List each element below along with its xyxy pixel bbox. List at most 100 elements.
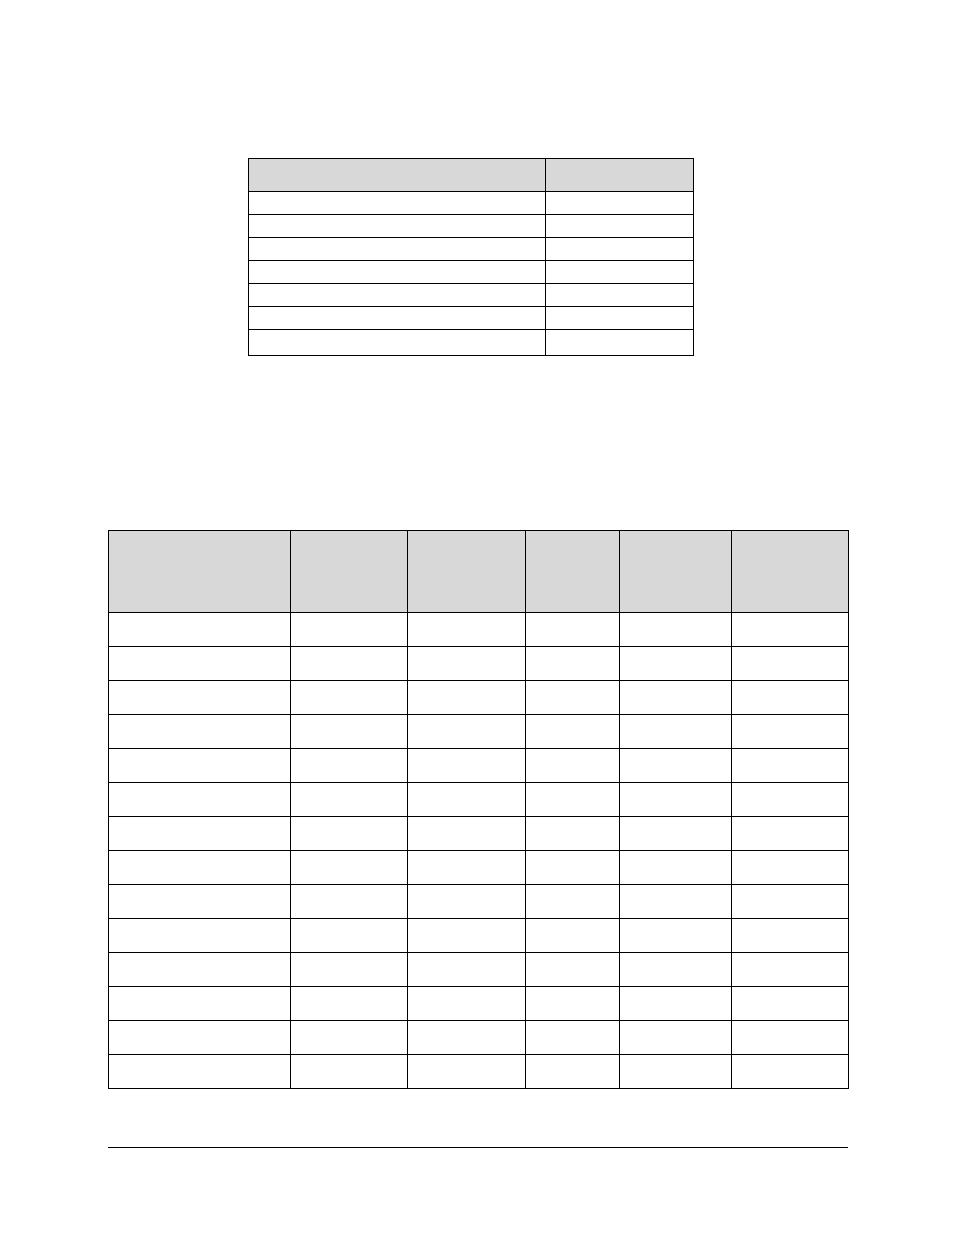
- table-2-cell: [732, 885, 849, 919]
- table-2-row: [109, 613, 849, 647]
- table-2-cell: [620, 851, 732, 885]
- table-2-cell: [109, 681, 291, 715]
- table-2-cell: [291, 647, 408, 681]
- table-2-row: [109, 715, 849, 749]
- table-2-cell: [620, 1055, 732, 1089]
- table-2-cell: [291, 817, 408, 851]
- table-2-cell: [620, 613, 732, 647]
- table-2-cell: [291, 1055, 408, 1089]
- table-2-row: [109, 885, 849, 919]
- table-2: [108, 530, 849, 1089]
- table-2-cell: [408, 647, 526, 681]
- table-2-row: [109, 851, 849, 885]
- table-2-cell: [408, 749, 526, 783]
- table-2-cell: [408, 919, 526, 953]
- table-1-cell: [249, 192, 546, 215]
- table-2-cell: [732, 749, 849, 783]
- footer-rule: [108, 1147, 848, 1148]
- table-1-row: [249, 307, 694, 330]
- table-2-cell: [732, 851, 849, 885]
- table-2-cell: [526, 715, 620, 749]
- table-1-cell: [546, 284, 694, 307]
- table-2-cell: [526, 1055, 620, 1089]
- table-2-cell: [620, 749, 732, 783]
- table-2-cell: [732, 715, 849, 749]
- table-2-cell: [526, 817, 620, 851]
- table-2-cell: [620, 715, 732, 749]
- table-1-header-cell: [249, 159, 546, 192]
- table-1-cell: [249, 261, 546, 284]
- table-2-cell: [732, 647, 849, 681]
- table-2-cell: [291, 987, 408, 1021]
- table-1-cell: [249, 215, 546, 238]
- table-2-cell: [526, 1021, 620, 1055]
- table-2-cell: [620, 817, 732, 851]
- table-2-cell: [291, 919, 408, 953]
- table-1-row: [249, 238, 694, 261]
- table-2-cell: [109, 1055, 291, 1089]
- table-2-cell: [732, 613, 849, 647]
- table-2-cell: [408, 953, 526, 987]
- table-2-cell: [109, 613, 291, 647]
- table-2-header-cell: [732, 531, 849, 613]
- table-2-cell: [109, 715, 291, 749]
- table-2-cell: [620, 919, 732, 953]
- table-1-cell: [546, 261, 694, 284]
- table-1-cell: [249, 284, 546, 307]
- table-2-cell: [109, 919, 291, 953]
- table-2-cell: [408, 851, 526, 885]
- table-2-header-cell: [526, 531, 620, 613]
- table-1-cell: [546, 330, 694, 356]
- table-2-cell: [408, 783, 526, 817]
- table-2-cell: [526, 987, 620, 1021]
- table-1-cell: [546, 192, 694, 215]
- table-2-cell: [526, 783, 620, 817]
- table-2-cell: [620, 953, 732, 987]
- table-2-cell: [732, 681, 849, 715]
- table-2-cell: [408, 1055, 526, 1089]
- table-2-cell: [620, 681, 732, 715]
- table-2-cell: [109, 1021, 291, 1055]
- table-1-cell: [249, 330, 546, 356]
- table-2-row: [109, 681, 849, 715]
- table-1-row: [249, 261, 694, 284]
- table-2-cell: [620, 885, 732, 919]
- table-1-row: [249, 192, 694, 215]
- table-2-row: [109, 987, 849, 1021]
- table-2-cell: [620, 783, 732, 817]
- table-1-cell: [249, 307, 546, 330]
- table-2-header-cell: [109, 531, 291, 613]
- table-2-cell: [291, 715, 408, 749]
- table-2-cell: [291, 749, 408, 783]
- table-1-header-cell: [546, 159, 694, 192]
- table-2-cell: [291, 681, 408, 715]
- table-2-cell: [526, 953, 620, 987]
- table-2-row: [109, 817, 849, 851]
- table-2-header-cell: [408, 531, 526, 613]
- table-2-cell: [109, 987, 291, 1021]
- table-2-row: [109, 953, 849, 987]
- table-2-row: [109, 1021, 849, 1055]
- table-1-row: [249, 284, 694, 307]
- table-2-cell: [109, 885, 291, 919]
- table-2-cell: [291, 783, 408, 817]
- table-2-cell: [526, 613, 620, 647]
- table-2-cell: [408, 817, 526, 851]
- table-2-cell: [109, 783, 291, 817]
- table-2-cell: [109, 817, 291, 851]
- page: [0, 0, 954, 1235]
- table-1-cell: [546, 238, 694, 261]
- table-2-cell: [408, 1021, 526, 1055]
- table-1-cell: [546, 307, 694, 330]
- table-2-cell: [526, 749, 620, 783]
- table-1-header-row: [249, 159, 694, 192]
- table-2-cell: [291, 1021, 408, 1055]
- table-2-cell: [408, 715, 526, 749]
- table-2-header-cell: [620, 531, 732, 613]
- table-2-cell: [291, 851, 408, 885]
- table-2-header-cell: [291, 531, 408, 613]
- table-2-cell: [620, 647, 732, 681]
- table-2-cell: [732, 987, 849, 1021]
- table-2-cell: [526, 681, 620, 715]
- table-2-cell: [109, 749, 291, 783]
